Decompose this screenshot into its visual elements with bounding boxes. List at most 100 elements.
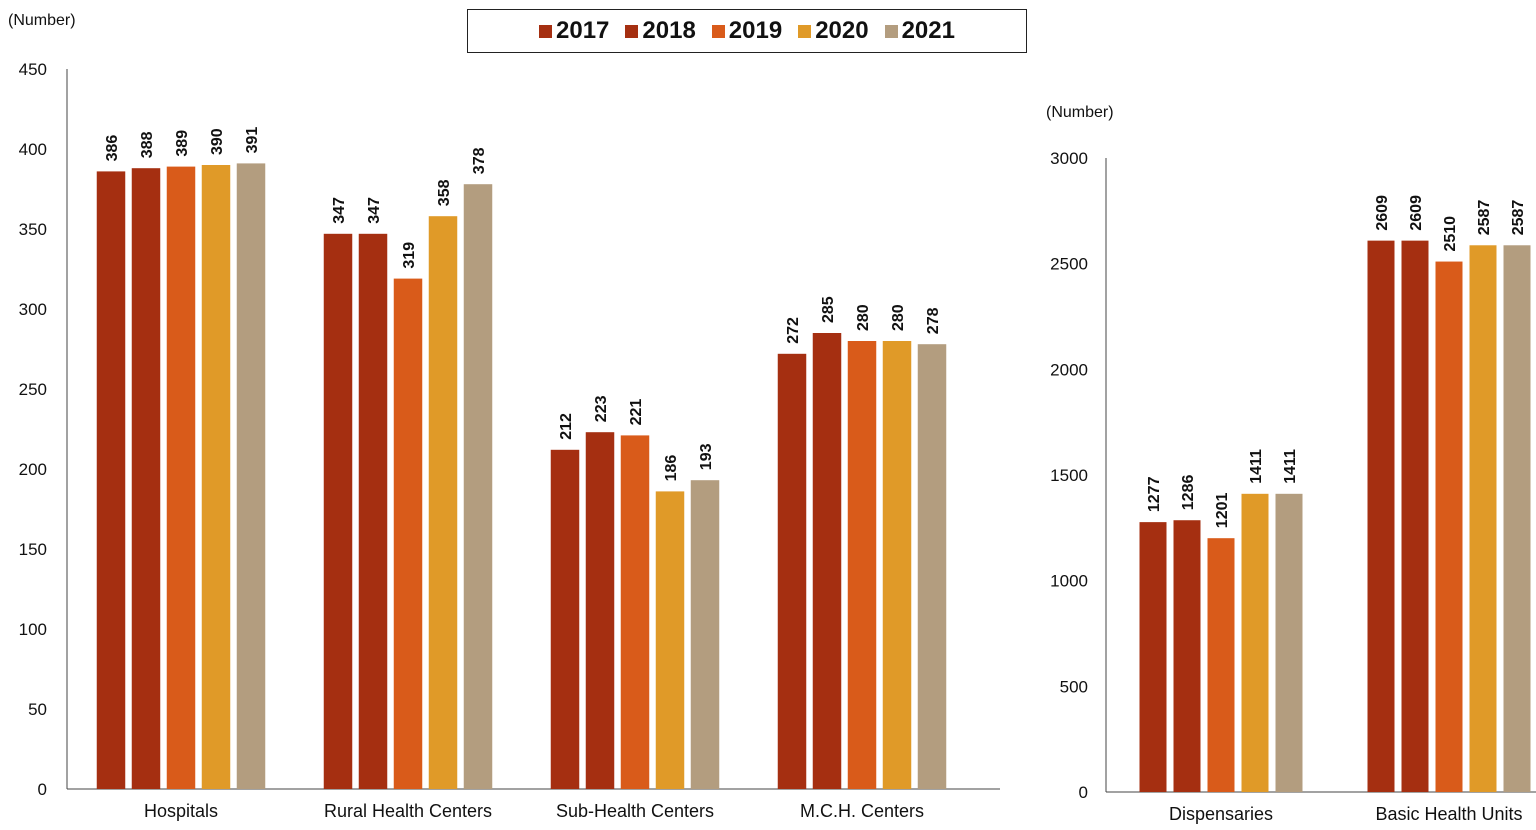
right-data-label: 2510 [1442, 216, 1459, 252]
left-y-tick-label: 0 [38, 780, 47, 799]
right-x-category-label: Dispensaries [1169, 804, 1273, 824]
left-data-label: 223 [593, 395, 610, 422]
right-bar [1139, 522, 1167, 792]
legend-swatch-2017 [539, 24, 553, 38]
right-chart-unit-label: (Number) [1046, 104, 1114, 121]
left-x-category-label: M.C.H. Centers [800, 801, 924, 821]
right-data-label: 1286 [1180, 475, 1197, 511]
left-bar [620, 435, 650, 789]
left-data-label: 388 [139, 131, 156, 158]
left-data-label: 319 [401, 242, 418, 269]
left-x-category-label: Sub-Health Centers [556, 801, 714, 821]
legend-label-2019: 2019 [728, 17, 783, 44]
right-y-tick-label: 2000 [1050, 360, 1088, 379]
right-bar [1207, 538, 1235, 792]
left-x-category-label: Hospitals [144, 801, 218, 821]
left-bar [847, 341, 877, 789]
left-data-label: 280 [855, 304, 872, 331]
right-data-label: 1411 [1282, 449, 1299, 484]
left-data-label: 347 [331, 197, 348, 224]
left-data-label: 285 [820, 296, 837, 323]
right-y-tick-label: 1500 [1050, 466, 1088, 485]
right-y-tick-label: 1000 [1050, 572, 1088, 591]
right-bar [1173, 520, 1201, 792]
left-bar [550, 449, 580, 789]
right-bar [1401, 240, 1429, 792]
right-y-tick-label: 3000 [1050, 149, 1088, 168]
right-bar [1503, 245, 1531, 793]
legend-label-2017: 2017 [556, 17, 610, 44]
legend-swatch-2018 [625, 24, 639, 38]
right-data-label: 2587 [1510, 200, 1527, 236]
left-y-tick-label: 100 [19, 620, 47, 639]
right-data-label: 2609 [1374, 195, 1391, 231]
right-x-category-label: Basic Health Units [1375, 804, 1522, 824]
left-bar [323, 233, 353, 790]
right-y-tick-label: 500 [1060, 677, 1088, 696]
left-y-tick-label: 150 [19, 540, 47, 559]
left-bar [236, 163, 266, 789]
chart-legend: 2017 2018 2019 2020 2021 [467, 9, 1027, 53]
right-bar [1435, 261, 1463, 792]
right-bar [1469, 245, 1497, 793]
left-bar [655, 491, 685, 789]
legend-label-2021: 2021 [901, 17, 955, 44]
legend-label-2020: 2020 [815, 17, 869, 44]
legend-item-2018: 2018 [625, 17, 696, 45]
right-bar [1275, 493, 1303, 792]
left-bar [96, 171, 126, 789]
left-data-label: 389 [174, 130, 191, 157]
left-data-label: 212 [558, 413, 575, 440]
left-y-tick-label: 350 [19, 220, 47, 239]
left-y-tick-label: 300 [19, 300, 47, 319]
right-data-label: 1277 [1146, 476, 1163, 512]
left-bar [131, 168, 161, 789]
left-data-label: 390 [209, 128, 226, 155]
left-data-label: 221 [628, 399, 645, 426]
left-data-label: 378 [471, 147, 488, 174]
right-bar [1367, 240, 1395, 792]
left-bar [428, 216, 458, 789]
left-x-category-label: Rural Health Centers [324, 801, 492, 821]
left-data-label: 272 [785, 317, 802, 344]
right-bar [1241, 493, 1269, 792]
legend-swatch-2021 [884, 24, 898, 38]
left-bar [463, 184, 493, 789]
left-bar [166, 166, 196, 790]
left-data-label: 358 [436, 179, 453, 206]
legend-item-2020: 2020 [798, 17, 869, 45]
left-bar [917, 344, 947, 789]
legend-label-2018: 2018 [642, 17, 696, 44]
left-y-tick-label: 50 [28, 700, 47, 719]
left-data-label: 280 [890, 304, 907, 331]
left-data-label: 347 [366, 197, 383, 224]
left-bar [585, 432, 615, 789]
left-y-tick-label: 450 [19, 60, 47, 79]
left-data-label: 391 [244, 127, 261, 154]
left-bar [201, 165, 231, 789]
left-bar [812, 333, 842, 789]
left-data-label: 193 [698, 443, 715, 470]
left-chart-unit-label: (Number) [8, 12, 76, 29]
legend-item-2021: 2021 [884, 17, 955, 45]
legend-swatch-2019 [711, 24, 725, 38]
right-data-label: 1411 [1248, 449, 1265, 484]
right-data-label: 2609 [1408, 195, 1425, 231]
right-y-tick-label: 0 [1079, 783, 1088, 802]
left-y-tick-label: 400 [19, 140, 47, 159]
right-data-label: 1201 [1214, 492, 1231, 528]
left-bar [777, 353, 807, 789]
left-y-tick-label: 200 [19, 460, 47, 479]
left-data-label: 186 [663, 455, 680, 482]
legend-swatch-2020 [798, 24, 812, 38]
right-y-tick-label: 2500 [1050, 255, 1088, 274]
left-bar [690, 480, 720, 789]
left-bar [882, 341, 912, 789]
right-data-label: 2587 [1476, 200, 1493, 236]
left-bar [393, 278, 423, 789]
left-bar [358, 233, 388, 790]
legend-item-2019: 2019 [711, 17, 783, 45]
left-y-tick-label: 250 [19, 380, 47, 399]
